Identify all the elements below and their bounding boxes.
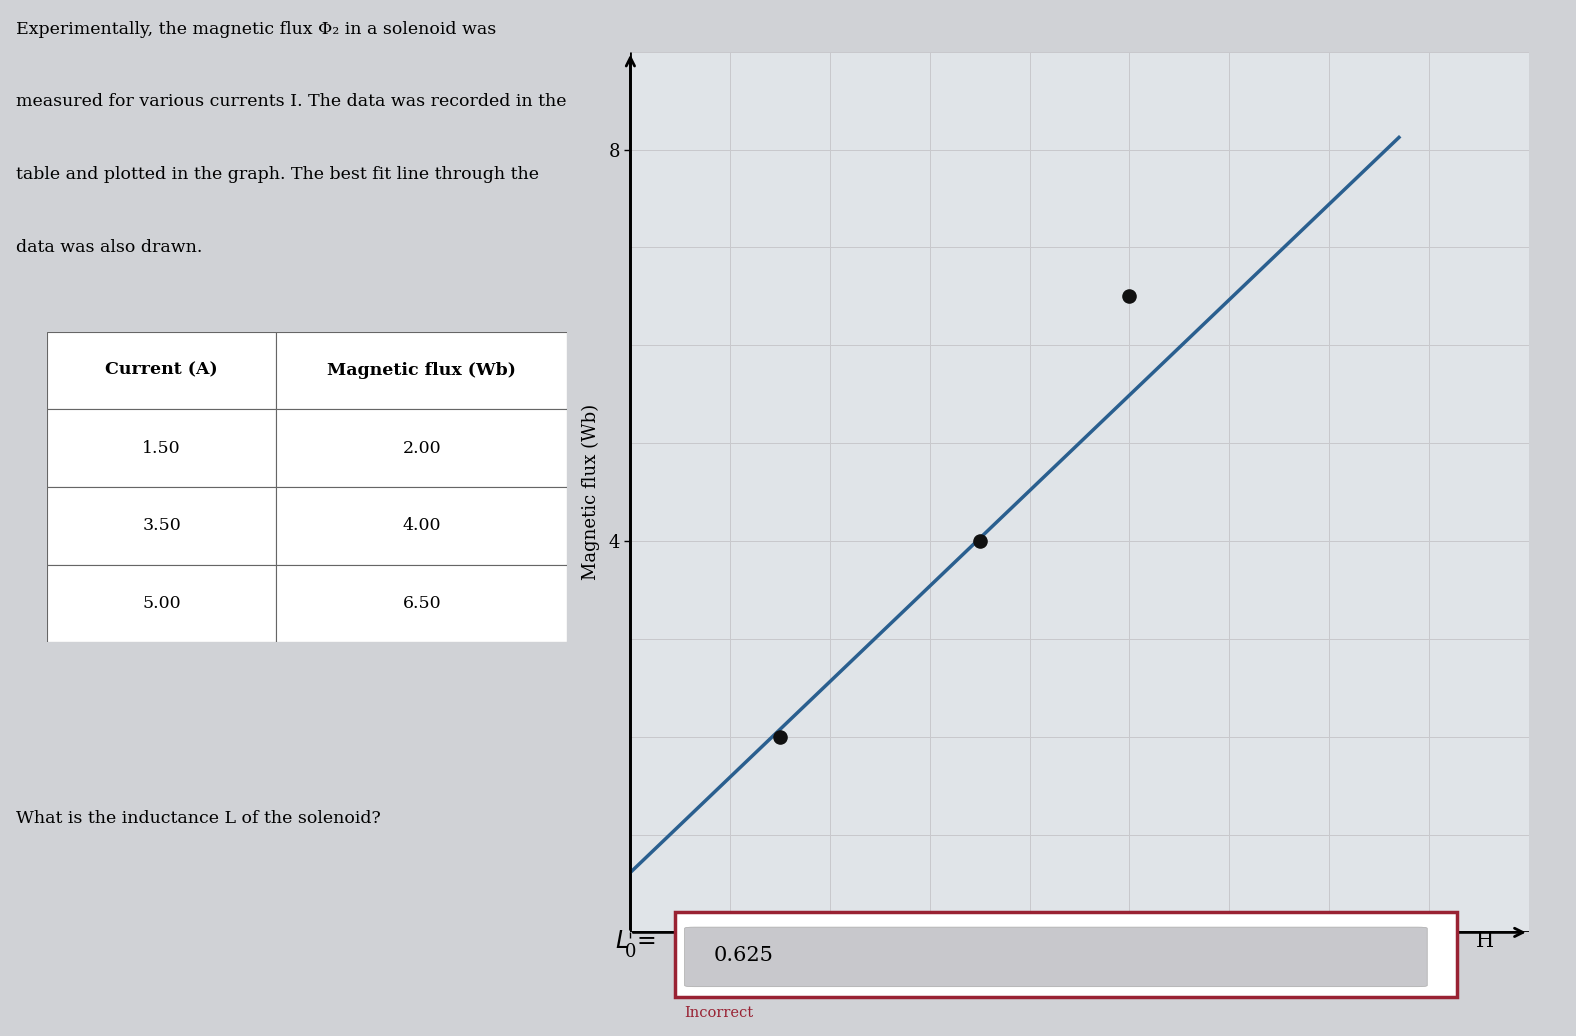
Bar — [675, 912, 1456, 998]
Bar — [276, 332, 567, 409]
Text: 3.50: 3.50 — [142, 517, 181, 535]
Bar — [276, 409, 567, 487]
Y-axis label: Magnetic flux (Wb): Magnetic flux (Wb) — [582, 404, 600, 580]
Text: H: H — [1477, 932, 1494, 951]
Text: data was also drawn.: data was also drawn. — [16, 239, 202, 256]
Text: What is the inductance L of the solenoid?: What is the inductance L of the solenoid… — [16, 810, 380, 827]
Text: Experimentally, the magnetic flux Φ₂ in a solenoid was: Experimentally, the magnetic flux Φ₂ in … — [16, 21, 496, 37]
Text: Incorrect: Incorrect — [684, 1006, 753, 1019]
FancyBboxPatch shape — [684, 927, 1428, 986]
Bar — [47, 487, 276, 565]
Text: 2.00: 2.00 — [402, 439, 441, 457]
Point — [768, 728, 793, 745]
Point — [1117, 288, 1143, 305]
Text: table and plotted in the graph. The best fit line through the: table and plotted in the graph. The best… — [16, 166, 539, 183]
Bar — [47, 565, 276, 642]
Bar — [276, 565, 567, 642]
Text: 4.00: 4.00 — [402, 517, 441, 535]
Bar — [47, 332, 276, 409]
Text: 6.50: 6.50 — [402, 595, 441, 612]
Text: Magnetic flux (Wb): Magnetic flux (Wb) — [328, 362, 517, 379]
Text: $L\,=$: $L\,=$ — [615, 930, 656, 953]
Bar — [47, 409, 276, 487]
Text: 5.00: 5.00 — [142, 595, 181, 612]
X-axis label: Current (A): Current (A) — [1028, 969, 1132, 987]
Point — [968, 533, 993, 549]
Text: Current (A): Current (A) — [106, 362, 217, 379]
Text: measured for various currents I. The data was recorded in the: measured for various currents I. The dat… — [16, 93, 566, 111]
Text: 0.625: 0.625 — [714, 946, 774, 966]
Text: 1.50: 1.50 — [142, 439, 181, 457]
Bar — [276, 487, 567, 565]
